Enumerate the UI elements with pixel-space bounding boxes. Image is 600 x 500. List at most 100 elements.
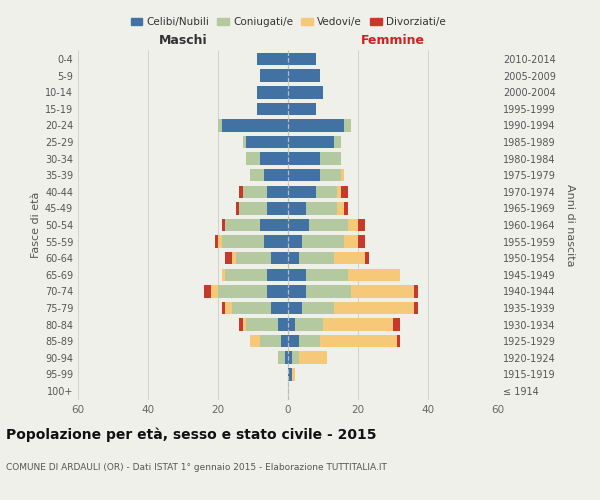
Bar: [309, 219, 347, 231]
Bar: [221, 120, 288, 132]
Bar: [239, 186, 242, 198]
Bar: [299, 252, 334, 264]
Bar: [225, 252, 232, 264]
Bar: [260, 335, 281, 347]
Bar: [235, 202, 239, 214]
Bar: [337, 202, 344, 214]
Bar: [292, 352, 299, 364]
Bar: [302, 236, 344, 248]
Bar: [320, 169, 341, 181]
Bar: [267, 268, 288, 281]
Bar: [344, 202, 347, 214]
Bar: [288, 268, 305, 281]
Bar: [263, 169, 288, 181]
Bar: [281, 335, 288, 347]
Bar: [365, 252, 368, 264]
Bar: [260, 70, 288, 82]
Bar: [263, 236, 288, 248]
Text: COMUNE DI ARDAULI (OR) - Dati ISTAT 1° gennaio 2015 - Elaborazione TUTTITALIA.IT: COMUNE DI ARDAULI (OR) - Dati ISTAT 1° g…: [6, 464, 387, 472]
Bar: [277, 352, 284, 364]
Bar: [299, 352, 326, 364]
Bar: [288, 219, 309, 231]
Bar: [239, 202, 267, 214]
Bar: [358, 236, 365, 248]
Bar: [323, 318, 393, 330]
Bar: [246, 136, 288, 148]
Bar: [218, 120, 221, 132]
Bar: [242, 136, 246, 148]
Bar: [242, 186, 267, 198]
Bar: [397, 335, 400, 347]
Bar: [250, 169, 263, 181]
Bar: [351, 285, 414, 298]
Bar: [225, 302, 232, 314]
Bar: [215, 236, 218, 248]
Bar: [221, 302, 225, 314]
Text: Popolazione per età, sesso e stato civile - 2015: Popolazione per età, sesso e stato civil…: [6, 428, 377, 442]
Bar: [292, 368, 295, 380]
Bar: [341, 169, 344, 181]
Bar: [288, 302, 302, 314]
Bar: [221, 236, 263, 248]
Bar: [288, 169, 320, 181]
Text: Femmine: Femmine: [361, 34, 425, 46]
Bar: [393, 318, 400, 330]
Bar: [239, 318, 242, 330]
Bar: [344, 120, 351, 132]
Bar: [414, 285, 418, 298]
Bar: [250, 335, 260, 347]
Bar: [218, 285, 267, 298]
Bar: [235, 252, 271, 264]
Bar: [344, 236, 358, 248]
Bar: [288, 152, 320, 165]
Text: Maschi: Maschi: [158, 34, 208, 46]
Bar: [288, 86, 323, 99]
Bar: [288, 53, 316, 66]
Bar: [257, 53, 288, 66]
Bar: [316, 186, 337, 198]
Bar: [288, 352, 292, 364]
Bar: [288, 186, 316, 198]
Bar: [320, 335, 397, 347]
Bar: [246, 318, 277, 330]
Bar: [347, 268, 400, 281]
Bar: [271, 252, 288, 264]
Bar: [288, 368, 292, 380]
Bar: [305, 285, 351, 298]
Bar: [260, 152, 288, 165]
Bar: [288, 252, 299, 264]
Bar: [320, 152, 341, 165]
Bar: [288, 202, 305, 214]
Bar: [267, 202, 288, 214]
Bar: [288, 335, 299, 347]
Bar: [260, 219, 288, 231]
Bar: [204, 285, 211, 298]
Bar: [299, 335, 320, 347]
Bar: [267, 285, 288, 298]
Legend: Celibi/Nubili, Coniugati/e, Vedovi/e, Divorziati/e: Celibi/Nubili, Coniugati/e, Vedovi/e, Di…: [127, 12, 449, 31]
Bar: [232, 252, 235, 264]
Bar: [288, 70, 320, 82]
Bar: [225, 219, 260, 231]
Bar: [257, 86, 288, 99]
Bar: [341, 186, 347, 198]
Bar: [225, 268, 267, 281]
Bar: [334, 252, 365, 264]
Bar: [288, 120, 344, 132]
Bar: [221, 219, 225, 231]
Bar: [218, 236, 221, 248]
Bar: [302, 302, 334, 314]
Bar: [271, 302, 288, 314]
Bar: [358, 219, 365, 231]
Bar: [288, 102, 316, 115]
Bar: [305, 202, 337, 214]
Bar: [288, 236, 302, 248]
Bar: [288, 285, 305, 298]
Bar: [257, 102, 288, 115]
Bar: [242, 318, 246, 330]
Bar: [288, 136, 334, 148]
Bar: [334, 136, 341, 148]
Y-axis label: Anni di nascita: Anni di nascita: [565, 184, 575, 266]
Bar: [334, 302, 414, 314]
Bar: [221, 268, 225, 281]
